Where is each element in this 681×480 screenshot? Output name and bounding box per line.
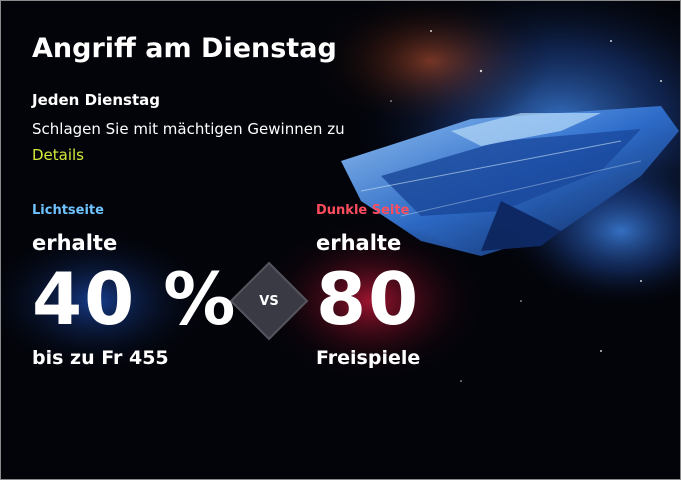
description: Schlagen Sie mit mächtigen Gewinnen zu xyxy=(32,120,345,138)
offer-amount: 80 xyxy=(316,257,421,341)
offer-label: Dunkle Seite xyxy=(316,203,410,218)
offer-detail: bis zu Fr 455 xyxy=(32,347,169,369)
details-link[interactable]: Details xyxy=(32,146,85,164)
title: Angriff am Dienstag xyxy=(32,33,337,64)
subtitle: Jeden Dienstag xyxy=(32,91,160,109)
offer-amount: 40 % xyxy=(32,257,238,341)
offer-action: erhalte xyxy=(316,231,402,255)
versus-badge: VS xyxy=(259,293,279,309)
offer-action: erhalte xyxy=(32,231,118,255)
offer-label: Lichtseite xyxy=(32,203,104,218)
offer-detail: Freispiele xyxy=(316,347,421,369)
